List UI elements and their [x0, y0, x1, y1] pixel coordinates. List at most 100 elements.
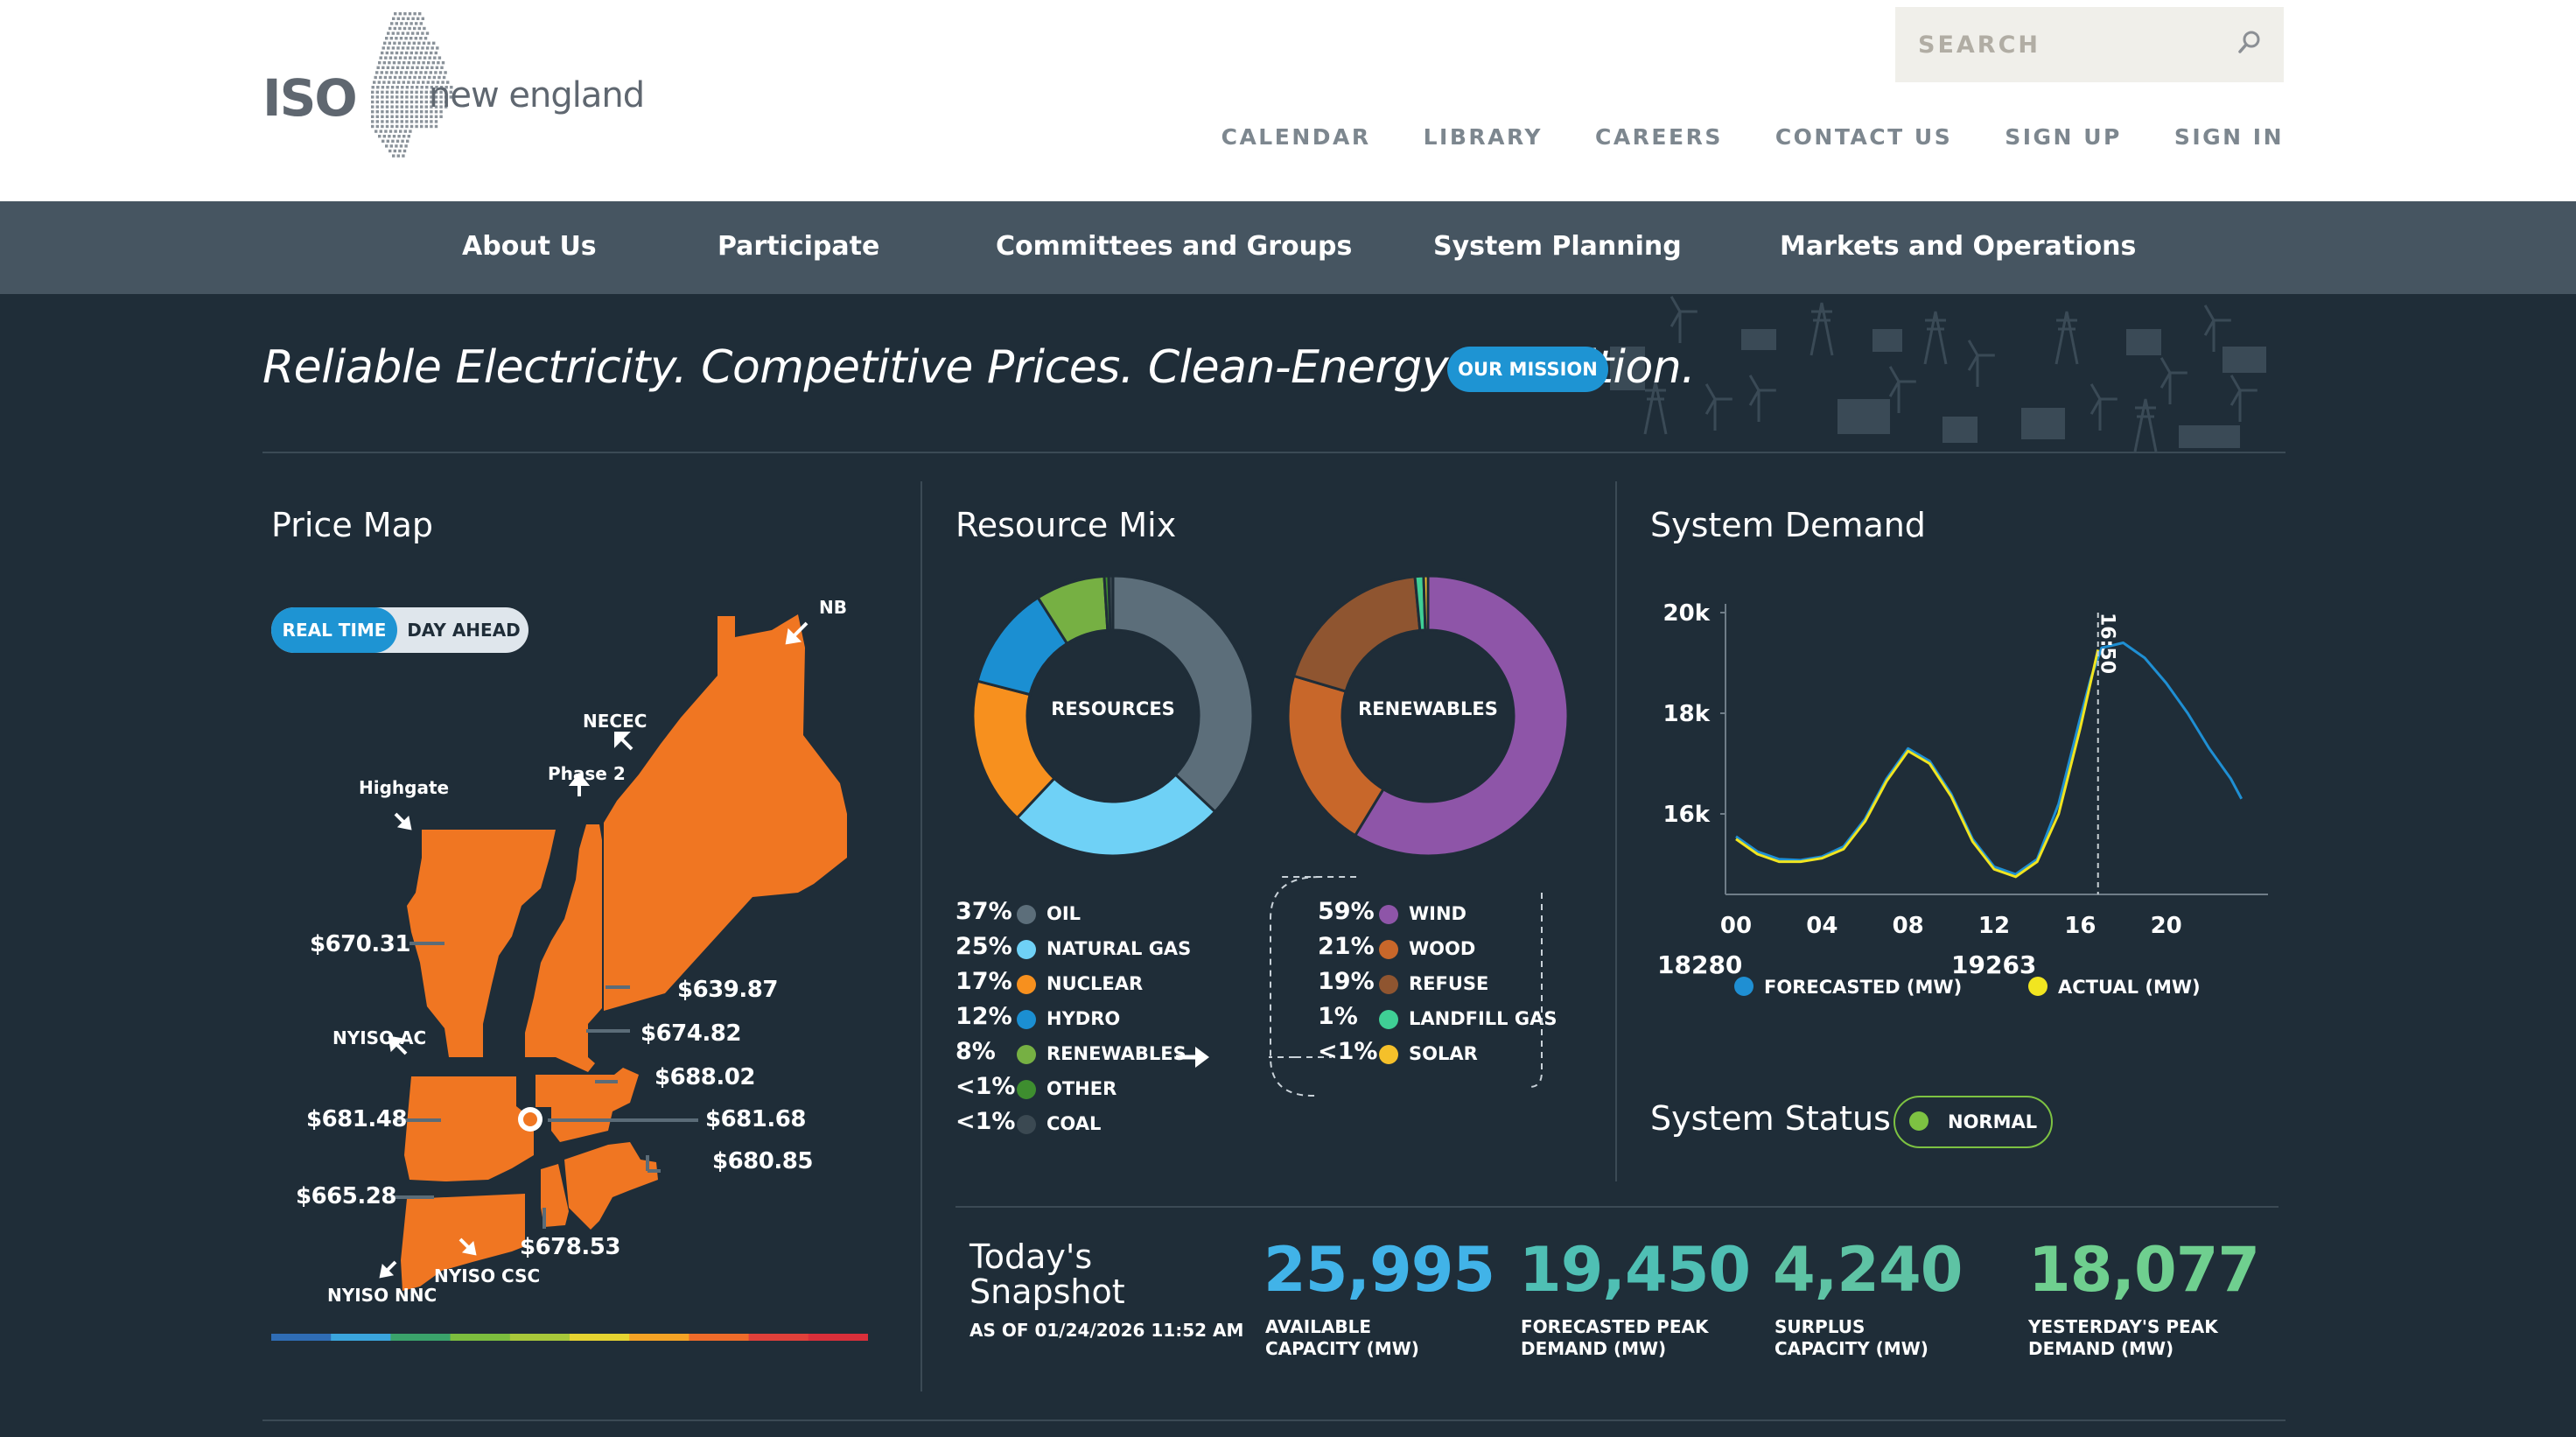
search-box [1895, 7, 2284, 82]
utility-nav: CALENDAR LIBRARY CAREERS CONTACT US SIGN… [1222, 124, 2284, 156]
resources-legend-dot [1017, 940, 1036, 959]
price-nema[interactable]: $688.02 [654, 1064, 755, 1090]
nav-markets-and-operations[interactable]: Markets and Operations [1780, 231, 2137, 262]
interface-highgate[interactable]: Highgate [359, 777, 450, 798]
price-sema[interactable]: $680.85 [712, 1148, 813, 1174]
renewables-legend-pct: 1% [1318, 1003, 1358, 1030]
price-wcma[interactable]: $681.48 [306, 1106, 407, 1132]
renewables-legend-dot [1379, 905, 1398, 924]
nav-about-us[interactable]: About Us [462, 231, 597, 262]
system-demand-line-chart[interactable]: 00 04 08 12 16 20 20k 18k 16k 16:50 [1645, 578, 2284, 945]
nav-participate[interactable]: Participate [718, 231, 880, 262]
resources-legend-dot [1017, 1115, 1036, 1134]
x-tick-label: 00 [1720, 913, 1752, 939]
resources-legend-pct: <1% [956, 1073, 1016, 1100]
snapshot-title: Today's Snapshot [970, 1239, 1125, 1309]
scale-segment [271, 1334, 332, 1341]
iso-ne-logo[interactable] [262, 7, 612, 165]
resources-legend-pct: 17% [956, 968, 1012, 995]
interface-necec[interactable]: NECEC [583, 711, 648, 732]
nav-system-planning[interactable]: System Planning [1433, 231, 1682, 262]
util-link-calendar[interactable]: CALENDAR [1221, 124, 1371, 150]
x-tick-label: 12 [1978, 913, 2010, 939]
search-input[interactable] [1916, 26, 2217, 63]
scale-segment [509, 1334, 570, 1341]
interface-phase-2[interactable]: Phase 2 [548, 763, 626, 784]
surplus-capacity-label: SURPLUS CAPACITY (MW) [1774, 1316, 1928, 1359]
zone-rhode-island [541, 1164, 569, 1227]
status-dot [1909, 1111, 1928, 1131]
price-connecticut[interactable]: $665.28 [296, 1183, 396, 1209]
column-divider-1 [920, 481, 922, 1391]
resources-legend-label: NUCLEAR [1046, 973, 1144, 994]
renewables-donut-chart[interactable] [1281, 569, 1575, 863]
forecasted-value: 18280 [1657, 950, 1743, 979]
actual-label: ACTUAL (MW) [2058, 977, 2201, 998]
renewables-legend-pct: 59% [1318, 898, 1375, 925]
footer-divider [262, 1419, 2286, 1421]
forecasted-series-line [1735, 641, 2244, 876]
renewables-legend-label: WIND [1409, 903, 1466, 924]
zone-nema [536, 1068, 639, 1142]
zone-sema [564, 1142, 658, 1230]
resource-mix-title: Resource Mix [956, 506, 1177, 544]
price-rhode-island[interactable]: $678.53 [520, 1234, 620, 1260]
resources-slice-natural-gas [1015, 772, 1217, 858]
resources-legend-label: COAL [1046, 1113, 1102, 1134]
scale-segment [331, 1334, 391, 1341]
resources-legend-label: HYDRO [1046, 1008, 1121, 1029]
interface-nyiso-ac[interactable]: NYISO AC [332, 1027, 427, 1048]
renewables-legend-dot [1379, 1010, 1398, 1029]
price-hub[interactable]: $681.68 [705, 1106, 806, 1132]
snapshot-divider [956, 1206, 2278, 1208]
nav-committees-and-groups[interactable]: Committees and Groups [996, 231, 1353, 262]
util-link-library[interactable]: LIBRARY [1423, 124, 1543, 150]
system-demand-title: System Demand [1650, 506, 1926, 544]
scale-segment [629, 1334, 690, 1341]
logo-iso-text: ISO [262, 68, 358, 128]
snapshot-title-line2: Snapshot [970, 1272, 1125, 1311]
renewables-legend-label: REFUSE [1409, 973, 1489, 994]
system-status-title: System Status [1650, 1099, 1891, 1138]
interface-nb[interactable]: NB [819, 597, 847, 618]
resources-donut-chart[interactable] [966, 569, 1260, 863]
our-mission-button[interactable]: OUR MISSION [1447, 347, 1608, 392]
scale-segment [748, 1334, 809, 1341]
interface-nyiso-csc[interactable]: NYISO CSC [434, 1265, 541, 1286]
resources-legend-dot [1017, 1010, 1036, 1029]
renewables-legend-pct: <1% [1318, 1038, 1378, 1065]
renewables-breakout-connector [1176, 876, 1543, 1097]
resources-legend-pct: <1% [956, 1108, 1016, 1135]
price-vermont[interactable]: $670.31 [310, 931, 410, 957]
snapshot-timestamp: AS OF 01/24/2026 11:52 AM [970, 1320, 1244, 1341]
util-link-careers[interactable]: CAREERS [1594, 124, 1723, 150]
new-england-price-map[interactable] [262, 595, 892, 1365]
yesterdays-peak-demand-value: 18,077 [2028, 1234, 2260, 1306]
util-link-sign-up[interactable]: SIGN UP [2005, 124, 2122, 150]
real-time-toggle[interactable]: REAL TIME [271, 607, 397, 653]
search-icon[interactable] [2236, 28, 2264, 56]
price-new-hampshire[interactable]: $674.82 [640, 1020, 741, 1047]
util-link-sign-in[interactable]: SIGN IN [2174, 124, 2284, 150]
day-ahead-toggle[interactable]: DAY AHEAD [407, 620, 521, 641]
zone-vermont [407, 830, 556, 1057]
resources-legend-pct: 8% [956, 1038, 996, 1065]
renewables-slice-wind [1353, 574, 1570, 858]
forecasted-peak-demand-label: FORECASTED PEAK DEMAND (MW) [1521, 1316, 1709, 1359]
price-color-scale [271, 1334, 868, 1341]
scale-segment [808, 1334, 868, 1341]
forecasted-label: FORECASTED (MW) [1764, 977, 1963, 998]
x-tick-label: 16 [2064, 913, 2096, 939]
system-status-badge[interactable]: NORMAL [1894, 1096, 2053, 1148]
renewables-donut-label: RENEWABLES [1358, 698, 1498, 719]
status-label: NORMAL [1948, 1111, 2038, 1132]
resources-legend-label: OTHER [1046, 1078, 1117, 1099]
main-nav: About Us Participate Committees and Grou… [0, 201, 2576, 294]
price-maine[interactable]: $639.87 [677, 977, 778, 1003]
renewables-legend-dot [1379, 940, 1398, 959]
renewables-legend-label: SOLAR [1409, 1043, 1478, 1064]
interface-nyiso-nnc[interactable]: NYISO NNC [327, 1285, 438, 1306]
resources-legend-dot [1017, 905, 1036, 924]
actual-value: 19263 [1951, 950, 2037, 979]
util-link-contact-us[interactable]: CONTACT US [1774, 124, 1953, 150]
